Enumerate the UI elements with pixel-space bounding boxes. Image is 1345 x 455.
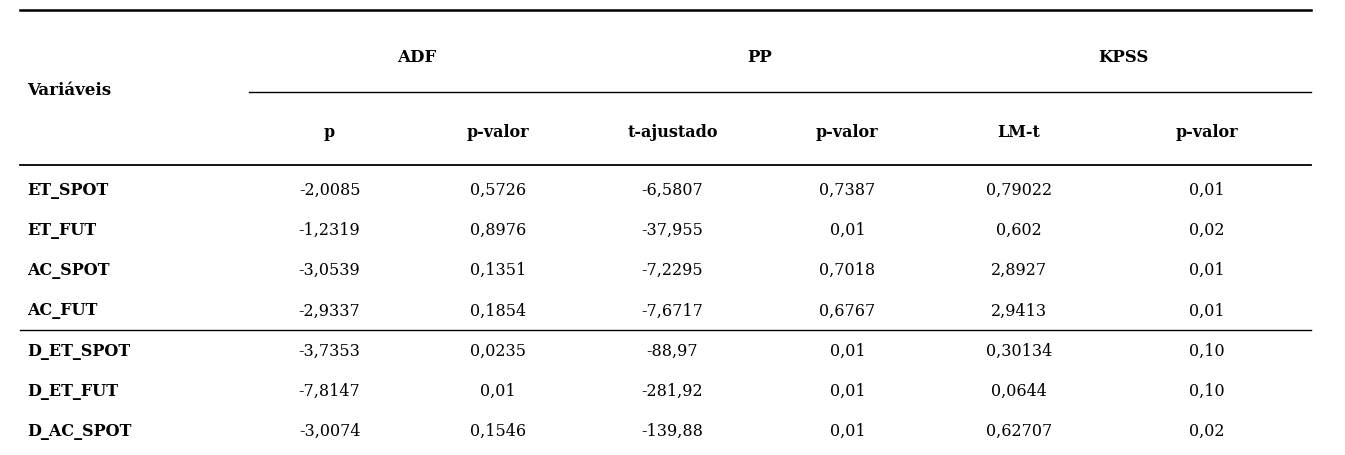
- Text: 0,10: 0,10: [1189, 382, 1225, 399]
- Text: 2,8927: 2,8927: [991, 262, 1046, 278]
- Text: -2,0085: -2,0085: [299, 182, 360, 198]
- Text: 0,01: 0,01: [1189, 302, 1225, 318]
- Text: 0,10: 0,10: [1189, 342, 1225, 359]
- Text: D_AC_SPOT: D_AC_SPOT: [27, 422, 132, 439]
- Text: 0,1546: 0,1546: [469, 422, 526, 439]
- Text: 0,8976: 0,8976: [469, 222, 526, 238]
- Text: 0,1351: 0,1351: [469, 262, 526, 278]
- Text: Variáveis: Variáveis: [27, 81, 112, 98]
- Text: AC_SPOT: AC_SPOT: [27, 262, 109, 278]
- Text: 0,62707: 0,62707: [986, 422, 1052, 439]
- Text: 0,01: 0,01: [830, 222, 865, 238]
- Text: -139,88: -139,88: [642, 422, 703, 439]
- Text: 0,0644: 0,0644: [991, 382, 1046, 399]
- Text: p-valor: p-valor: [1176, 123, 1239, 141]
- Text: -7,6717: -7,6717: [642, 302, 703, 318]
- Text: 0,01: 0,01: [830, 382, 865, 399]
- Text: AC_FUT: AC_FUT: [27, 302, 97, 318]
- Text: -6,5807: -6,5807: [642, 182, 703, 198]
- Text: 0,5726: 0,5726: [469, 182, 526, 198]
- Text: p-valor: p-valor: [467, 123, 529, 141]
- Text: t-ajustado: t-ajustado: [627, 123, 718, 141]
- Text: 0,30134: 0,30134: [986, 342, 1052, 359]
- Text: p: p: [324, 123, 335, 141]
- Text: -281,92: -281,92: [642, 382, 703, 399]
- Text: 0,02: 0,02: [1189, 222, 1225, 238]
- Text: ADF: ADF: [397, 48, 437, 66]
- Text: LM-t: LM-t: [998, 123, 1040, 141]
- Text: -88,97: -88,97: [647, 342, 698, 359]
- Text: -1,2319: -1,2319: [299, 222, 360, 238]
- Text: 0,01: 0,01: [830, 422, 865, 439]
- Text: 0,02: 0,02: [1189, 422, 1225, 439]
- Text: 0,7387: 0,7387: [819, 182, 876, 198]
- Text: 0,0235: 0,0235: [469, 342, 526, 359]
- Text: -3,0539: -3,0539: [299, 262, 360, 278]
- Text: PP: PP: [748, 48, 772, 66]
- Text: p-valor: p-valor: [816, 123, 878, 141]
- Text: 0,6767: 0,6767: [819, 302, 876, 318]
- Text: 2,9413: 2,9413: [991, 302, 1046, 318]
- Text: -2,9337: -2,9337: [299, 302, 360, 318]
- Text: 0,7018: 0,7018: [819, 262, 876, 278]
- Text: ET_SPOT: ET_SPOT: [27, 182, 108, 198]
- Text: -3,0074: -3,0074: [299, 422, 360, 439]
- Text: D_ET_FUT: D_ET_FUT: [27, 382, 118, 399]
- Text: -37,955: -37,955: [642, 222, 703, 238]
- Text: 0,79022: 0,79022: [986, 182, 1052, 198]
- Text: -7,8147: -7,8147: [299, 382, 360, 399]
- Text: 0,602: 0,602: [995, 222, 1042, 238]
- Text: 0,01: 0,01: [1189, 182, 1225, 198]
- Text: D_ET_SPOT: D_ET_SPOT: [27, 342, 130, 359]
- Text: 0,01: 0,01: [830, 342, 865, 359]
- Text: -3,7353: -3,7353: [299, 342, 360, 359]
- Text: 0,01: 0,01: [480, 382, 515, 399]
- Text: 0,01: 0,01: [1189, 262, 1225, 278]
- Text: ET_FUT: ET_FUT: [27, 222, 95, 238]
- Text: 0,1854: 0,1854: [469, 302, 526, 318]
- Text: KPSS: KPSS: [1098, 48, 1149, 66]
- Text: -7,2295: -7,2295: [642, 262, 703, 278]
